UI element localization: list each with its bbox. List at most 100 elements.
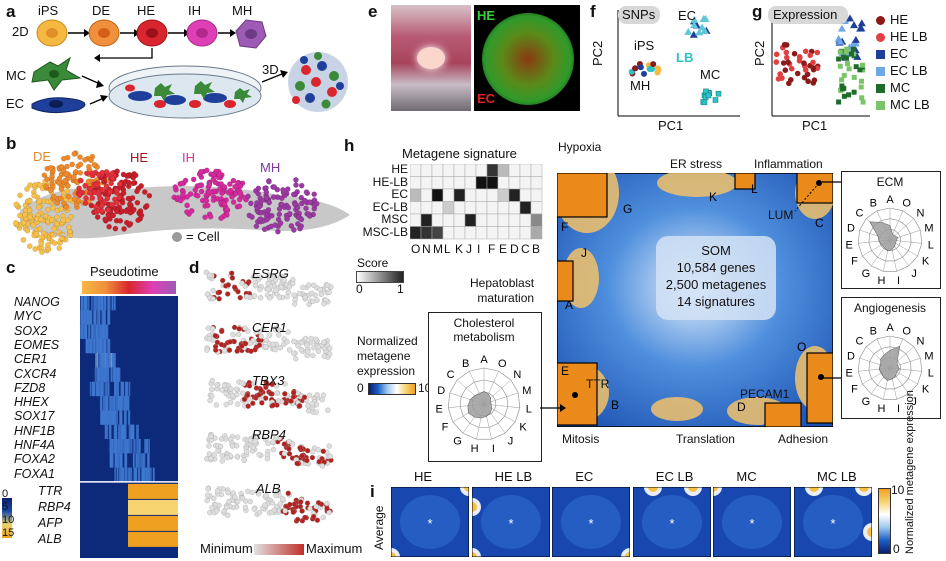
d-cell-point xyxy=(241,396,248,402)
b-cell-point xyxy=(71,174,77,180)
c-expr-stripe xyxy=(104,410,106,425)
c-expr-stripe xyxy=(127,439,130,454)
d-cell-point xyxy=(274,503,280,510)
i-tile-asterisk: * xyxy=(750,516,755,531)
d-cell-point xyxy=(250,444,256,451)
f-ips-point xyxy=(632,65,638,72)
radar-letter: L xyxy=(928,367,934,379)
d-cell-point xyxy=(326,443,332,449)
panel-b-label: b xyxy=(6,134,17,153)
g-ec-point xyxy=(850,21,859,29)
d-cell-point xyxy=(224,454,230,461)
b-cell-point xyxy=(221,201,228,207)
g-legend-item: MC xyxy=(876,80,910,95)
g-legend-label: MC LB xyxy=(890,97,930,112)
score-label: Score xyxy=(357,256,389,270)
gene-label-foxa2: FOXA2 xyxy=(14,452,55,467)
f-ips-point xyxy=(650,61,657,68)
d-cell-point xyxy=(209,393,215,399)
d-cell-point xyxy=(270,439,276,445)
g-he-point xyxy=(811,77,818,83)
b-cell-point xyxy=(17,192,23,199)
radar-ring xyxy=(868,346,912,390)
b-cell-point xyxy=(230,199,237,205)
d-cell-point xyxy=(233,386,240,392)
gene-label-hhex: HHEX xyxy=(14,395,49,410)
b-cell-point xyxy=(31,192,38,199)
d-cell-point xyxy=(259,400,265,406)
som-hotspot xyxy=(651,397,703,421)
metagene-col-e: E xyxy=(499,242,508,256)
c-expr-stripe xyxy=(141,467,144,482)
b-cell-point xyxy=(203,167,210,174)
b-cell-point xyxy=(117,181,123,187)
norm-label: Normalized metagene expression xyxy=(357,334,418,379)
radar-letter: H xyxy=(471,443,479,455)
c-expr-stripe xyxy=(127,410,130,425)
b-cell-point xyxy=(198,188,205,195)
b-cell-point xyxy=(45,207,51,213)
b-cell-point xyxy=(131,206,137,213)
c-expr-stripe xyxy=(88,338,91,354)
c-expr-stripe xyxy=(108,410,111,425)
c-expr-stripe xyxy=(126,396,129,411)
c-expr-stripe xyxy=(132,424,134,439)
c-expr-stripe xyxy=(120,410,123,425)
d-cell-point xyxy=(209,377,215,384)
d-cell-point xyxy=(237,295,243,301)
b-cell-point xyxy=(24,227,31,234)
radar-title-ecm: ECM xyxy=(876,175,904,189)
c-expr-stripe xyxy=(100,396,103,411)
d-cell-point xyxy=(294,460,300,467)
c-expr-stripe xyxy=(134,439,136,454)
g-ec-point xyxy=(857,24,866,32)
radar-letter: F xyxy=(851,384,858,396)
c-expr-stripe xyxy=(133,467,135,482)
b-cell-point xyxy=(210,197,217,204)
g-he-point xyxy=(777,71,783,77)
d-cell-point xyxy=(324,282,331,288)
c-expr-stripe xyxy=(103,353,106,368)
b-cell-point xyxy=(60,217,67,223)
c-expr-stripe xyxy=(137,453,139,468)
i-tile-mc-lb: * xyxy=(794,487,872,557)
c-expr-stripe xyxy=(106,353,109,368)
gene-label-eomes: EOMES xyxy=(14,337,60,352)
i-tile-midtone xyxy=(641,495,702,549)
d-cell-point xyxy=(266,295,273,301)
c-expr-stripe xyxy=(84,324,86,339)
score-min: 0 xyxy=(356,282,363,296)
b-cell-point xyxy=(71,151,78,157)
gene-label-afp: AFP xyxy=(38,515,63,530)
d-cell-point xyxy=(235,401,241,407)
b-cell-point xyxy=(77,169,84,176)
b-cell-point xyxy=(57,195,64,202)
radar-letter: G xyxy=(862,268,871,280)
b-cell-point xyxy=(48,231,55,238)
i-tile-mc: * xyxy=(713,487,792,557)
c-expr-stripe xyxy=(81,296,83,311)
radar-letter: J xyxy=(911,396,917,408)
b-cell-point xyxy=(303,189,310,195)
gene-label-fzd8: FZD8 xyxy=(14,380,46,395)
i-tile-asterisk: * xyxy=(589,516,594,531)
b-cell-point xyxy=(132,172,139,179)
b-cell-point xyxy=(291,227,297,233)
c-expr-stripe xyxy=(95,381,98,397)
i-tile-asterisk: * xyxy=(508,516,513,531)
c-expr-stripe xyxy=(123,410,126,425)
b-cell-point xyxy=(39,234,45,241)
radar-letter: B xyxy=(462,358,469,370)
c-expr-stripe xyxy=(99,338,101,354)
b-cell-point xyxy=(50,205,56,211)
b-cell-point xyxy=(184,202,190,209)
b-cell-point xyxy=(263,195,270,201)
b-cell-point xyxy=(99,202,105,209)
i-cb-min: 0 xyxy=(893,542,900,556)
b-cell-point xyxy=(107,188,113,195)
d-cell-point xyxy=(235,289,241,295)
c-expr-stripe xyxy=(115,453,117,468)
b-cell-point xyxy=(305,211,312,217)
c-expr-block xyxy=(128,531,178,547)
f-mc-point xyxy=(705,92,712,99)
